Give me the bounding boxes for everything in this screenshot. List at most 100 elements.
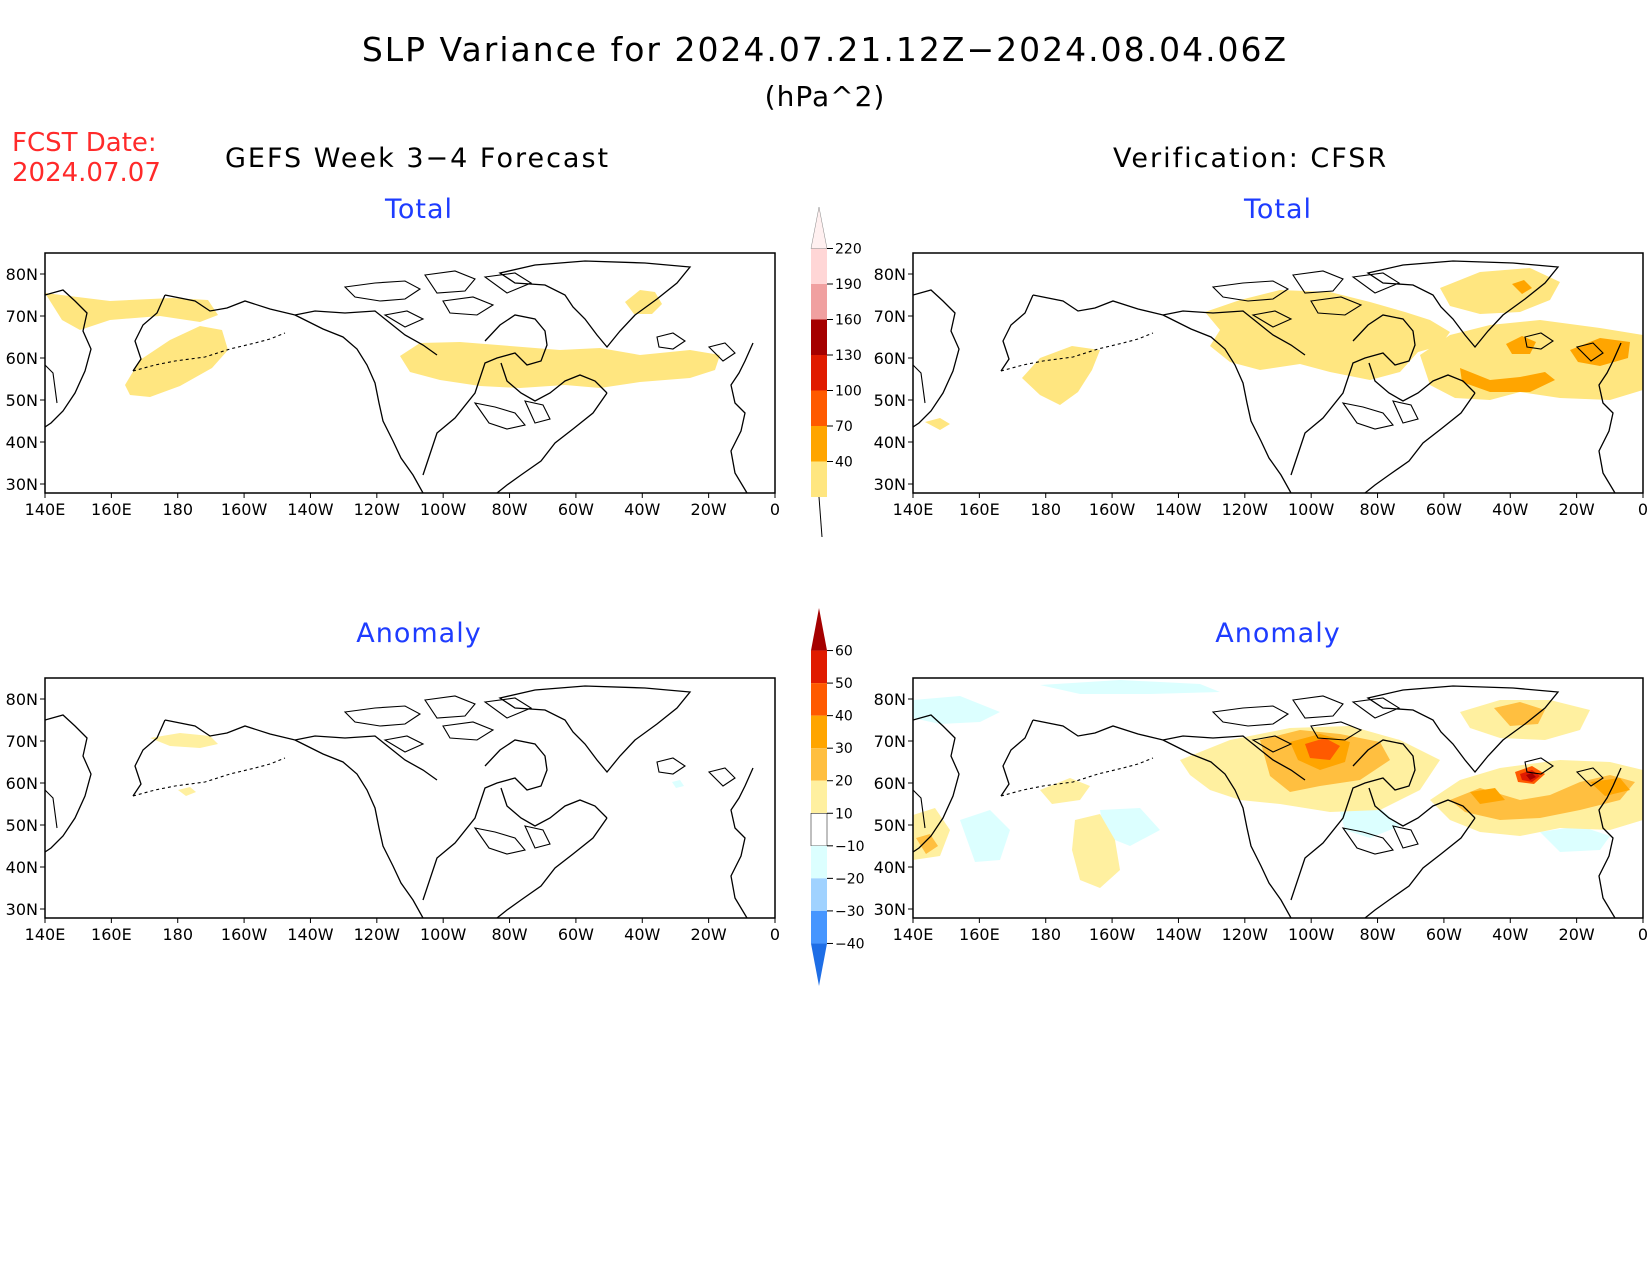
verification-anomaly-lat-label: 70N	[874, 732, 906, 751]
verification-anomaly-lon-label: 160W	[1089, 925, 1136, 944]
fill-an10-atlantic	[1540, 826, 1610, 852]
fill-a10-bering	[178, 787, 196, 796]
anomaly-colorbar-swatch	[811, 715, 827, 749]
fill-an10-pacific-east	[1100, 808, 1160, 846]
fill-a60-atlantic	[1526, 773, 1536, 780]
forecast-total-lon-label: 80W	[491, 500, 527, 519]
fill-40-bering	[1022, 346, 1100, 405]
verification-total-lon-label: 20W	[1559, 500, 1595, 519]
verification-total-lon-label: 140E	[893, 500, 934, 519]
forecast-total-lat-label: 80N	[6, 265, 38, 284]
fill-a10-alaska	[150, 733, 218, 748]
forecast-total-lon-label: 0	[770, 500, 780, 519]
anomaly-colorbar-swatch	[811, 650, 827, 684]
total-colorbar-swatch	[811, 461, 827, 497]
verification-total-lon-label: 160E	[959, 500, 1000, 519]
verification-anomaly-lon-label: 180	[1030, 925, 1061, 944]
fill-40-pacific-small	[925, 418, 950, 430]
fill-40-greenland	[625, 290, 662, 314]
anomaly-colorbar-label: 10	[835, 806, 853, 822]
anomaly-colorbar-swatch	[810, 813, 828, 847]
anomaly-colorbar-cap-top	[811, 608, 827, 651]
verification-anomaly-lon-label: 160E	[959, 925, 1000, 944]
verification-anomaly-lat-label: 30N	[874, 900, 906, 919]
forecast-total-lon-label: 100W	[420, 500, 467, 519]
verification-anomaly-lon-label: 60W	[1426, 925, 1462, 944]
forecast-anomaly-lon-label: 180	[162, 925, 193, 944]
verification-total-lon-label: 160W	[1089, 500, 1136, 519]
fill-70-greenland-north	[1512, 280, 1532, 294]
fill-a10-pacific-south	[1072, 814, 1120, 888]
fill-a20-pacific-sw	[916, 834, 938, 854]
forecast-anomaly-lon-label: 160W	[221, 925, 268, 944]
forecast-total-lon-label: 160E	[91, 500, 132, 519]
anomaly-colorbar-swatch	[811, 878, 827, 911]
forecast-anomaly-lon-label: 140W	[287, 925, 334, 944]
anomaly-colorbar-label: −40	[835, 936, 865, 952]
fill-40-kamchatka-alaska	[45, 293, 218, 330]
verification-anomaly-panel	[912, 677, 1644, 919]
verification-anomaly-lat-label: 80N	[874, 690, 906, 709]
total-colorbar-label: 100	[835, 384, 862, 400]
fcst-date-label: FCST Date:	[12, 128, 157, 158]
fcst-date-value: 2024.07.07	[12, 158, 161, 188]
axis-labels: 140E 160E 180 160W 140W 120W 100W 80W 60W 40W 20W 0…	[6, 265, 1648, 944]
total-colorbar-label: 130	[835, 348, 862, 364]
anomaly-colorbar-swatch	[811, 748, 827, 781]
fill-a40-canada	[1305, 738, 1340, 760]
fill-a30-atlantic	[1470, 778, 1630, 804]
figure-title: SLP Variance for 2024.07.21.12Z−2024.08.…	[361, 30, 1289, 69]
verification-total-lon-label: 0	[1638, 500, 1648, 519]
verification-anomaly-lat-label: 50N	[874, 816, 906, 835]
forecast-anomaly-lon-label: 140E	[25, 925, 66, 944]
verification-total-lat-label: 60N	[874, 349, 906, 368]
total-colorbar-swatch	[811, 355, 827, 391]
fill-70-atlantic-arc	[1460, 368, 1555, 392]
fill-40-greenland-north	[1440, 268, 1560, 314]
forecast-anomaly-lon-label: 120W	[354, 925, 401, 944]
verification-anomaly-lon-label: 120W	[1222, 925, 1269, 944]
anomaly-colorbar: 60 50 40 30 20 10 −10 −20 −30 −40	[810, 608, 865, 986]
forecast-anomaly-panel	[44, 677, 776, 919]
fill-a10-bering	[1040, 778, 1090, 804]
verification-total-lon-label: 180	[1030, 500, 1061, 519]
total-colorbar-swatch	[811, 426, 827, 462]
verification-total-panel	[912, 252, 1644, 494]
verification-total-lon-label: 140W	[1155, 500, 1202, 519]
total-colorbar: 40 70 100 130 160 190 220	[810, 206, 862, 538]
forecast-anomaly-lon-label: 100W	[420, 925, 467, 944]
forecast-anomaly-lat-label: 60N	[6, 774, 38, 793]
verification-anomaly-lat-label: 40N	[874, 858, 906, 877]
forecast-total-subtitle: Total	[384, 194, 454, 225]
total-colorbar-label: 70	[835, 419, 853, 435]
forecast-total-lon-label: 20W	[691, 500, 727, 519]
forecast-total-lon-label: 120W	[354, 500, 401, 519]
verification-total-subtitle: Total	[1243, 194, 1313, 225]
verification-anomaly-lon-label: 100W	[1288, 925, 1335, 944]
anomaly-colorbar-swatch	[811, 910, 827, 944]
verification-anomaly-lon-label: 140E	[893, 925, 934, 944]
verification-total-lat-label: 40N	[874, 433, 906, 452]
fill-70-greenland-core	[1506, 336, 1536, 354]
forecast-anomaly-lon-label: 160E	[91, 925, 132, 944]
forecast-anomaly-lat-label: 40N	[6, 858, 38, 877]
fill-40-bering-sea	[125, 326, 228, 397]
anomaly-colorbar-swatch	[811, 683, 827, 716]
total-colorbar-label: 220	[835, 242, 862, 258]
verification-anomaly-lon-label: 140W	[1155, 925, 1202, 944]
verification-total-lon-label: 120W	[1222, 500, 1269, 519]
total-colorbar-swatch	[811, 284, 827, 320]
figure-units: (hPa^2)	[764, 80, 886, 113]
forecast-anomaly-lon-label: 60W	[558, 925, 594, 944]
verification-anomaly-lon-label: 20W	[1559, 925, 1595, 944]
left-column-title: GEFS Week 3−4 Forecast	[225, 143, 611, 174]
forecast-anomaly-lat-label: 80N	[6, 690, 38, 709]
total-colorbar-label: 40	[835, 455, 853, 471]
forecast-anomaly-lon-label: 40W	[624, 925, 660, 944]
anomaly-colorbar-label: −30	[835, 904, 865, 920]
total-colorbar-swatch	[811, 248, 827, 284]
forecast-anomaly-subtitle: Anomaly	[356, 618, 482, 649]
forecast-total-lon-label: 140E	[25, 500, 66, 519]
anomaly-colorbar-label: 30	[835, 741, 853, 757]
